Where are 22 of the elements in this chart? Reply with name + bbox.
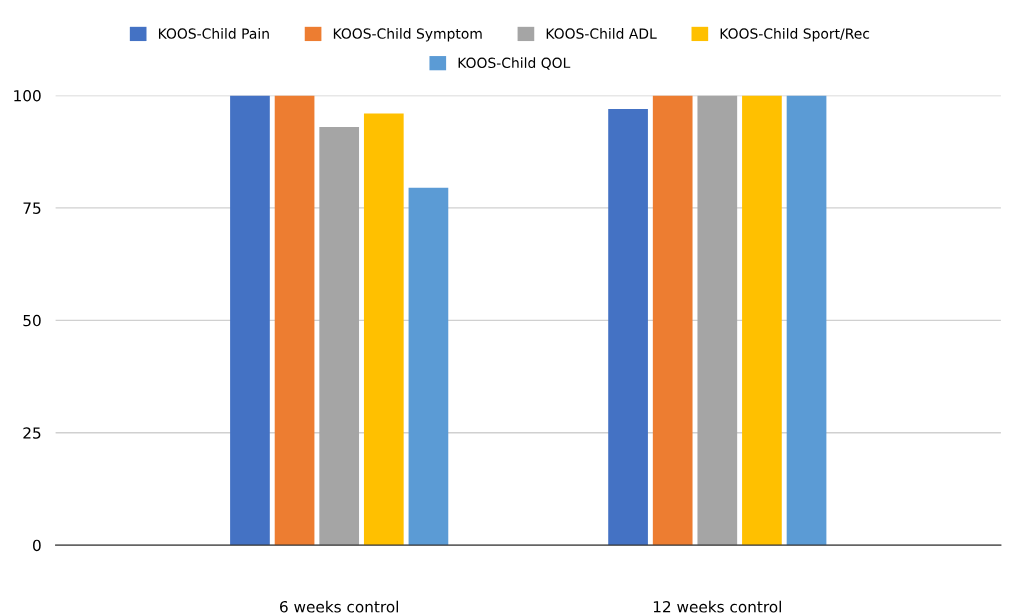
bar (408, 187, 449, 546)
y-tick-label: 25 (23, 427, 41, 439)
legend-label: KOOS-Child Pain (158, 28, 269, 39)
bar (652, 95, 693, 546)
legend-label: KOOS-Child ADL (546, 28, 657, 39)
x-tick-label: 6 weeks control (280, 600, 398, 613)
y-tick-label: 75 (23, 202, 41, 214)
bar (274, 95, 315, 546)
legend-label: KOOS-Child Sport/Rec (720, 28, 870, 42)
y-tick-label: 100 (14, 89, 41, 102)
legend-label: KOOS-Child Symptom (333, 28, 482, 42)
y-tick-label: 0 (33, 539, 41, 552)
legend-label: KOOS-Child QOL (458, 57, 571, 70)
y-tick-label: 50 (23, 314, 41, 327)
bar (786, 95, 827, 546)
bar (608, 108, 648, 546)
x-tick-label: 12 weeks control (653, 600, 781, 613)
bar (230, 95, 270, 546)
bar (742, 95, 782, 546)
bar (319, 126, 360, 546)
bar (363, 113, 404, 546)
bar (697, 95, 738, 546)
